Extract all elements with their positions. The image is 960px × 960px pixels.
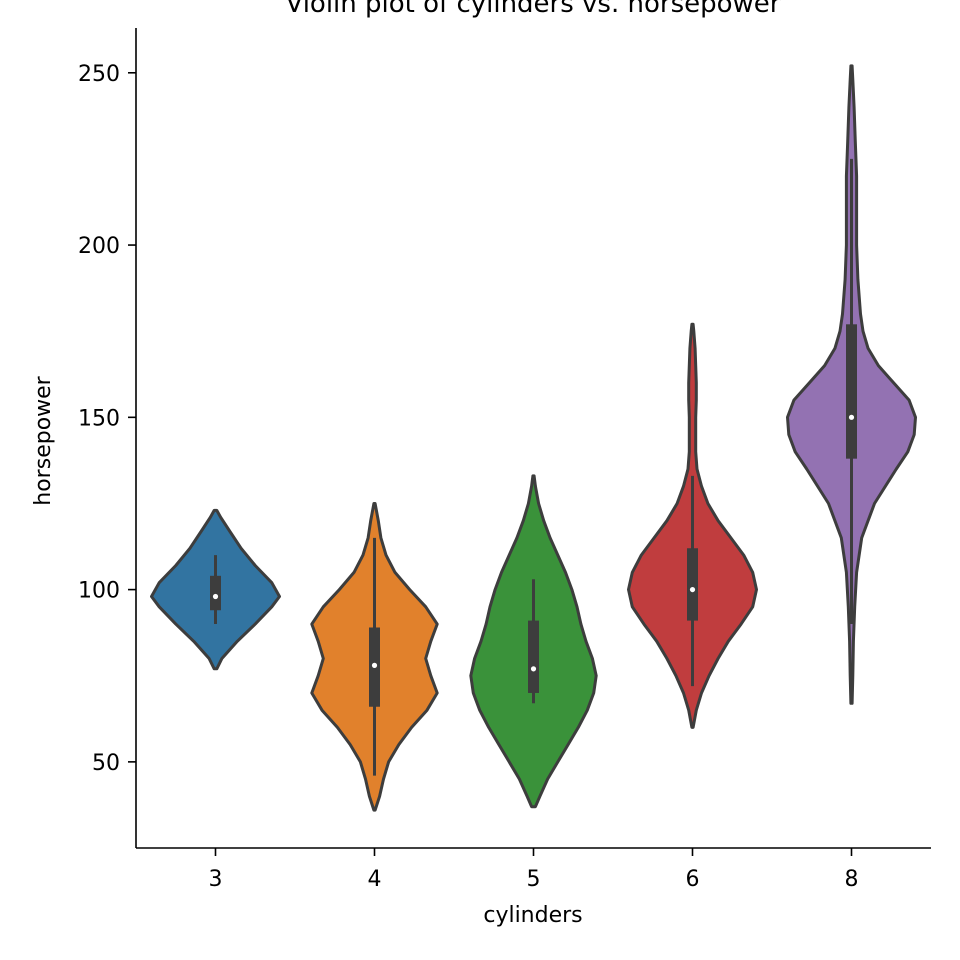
violin-median-3 (212, 593, 219, 600)
x-ticks: 3 4 5 6 8 (209, 848, 859, 892)
violin-median-6 (689, 586, 696, 593)
x-tick-label: 8 (845, 867, 859, 892)
y-axis-label: horsepower (31, 375, 56, 505)
chart-title: Violin plot of cylinders vs. horsepower (285, 0, 780, 19)
violin-iqr-box-6 (687, 548, 698, 621)
x-tick-label: 4 (368, 867, 382, 892)
violin-median-4 (371, 662, 378, 668)
x-tick-label: 5 (527, 867, 541, 892)
y-tick-label: 100 (78, 579, 120, 604)
x-tick-label: 3 (209, 867, 223, 892)
violin-iqr-box-8 (846, 324, 857, 459)
y-tick-label: 150 (78, 406, 120, 431)
y-tick-label: 250 (78, 62, 120, 87)
violins-group (150, 64, 917, 812)
y-tick-label: 200 (78, 234, 120, 259)
y-ticks: 50 100 150 200 250 (78, 62, 136, 776)
x-axis-label: cylinders (483, 903, 582, 928)
x-tick-label: 6 (686, 867, 700, 892)
violin-iqr-box-5 (528, 620, 539, 693)
y-tick-label: 50 (92, 751, 120, 776)
violin-median-8 (848, 414, 855, 420)
violin-median-5 (530, 666, 537, 672)
violin-iqr-box-3 (210, 575, 221, 611)
